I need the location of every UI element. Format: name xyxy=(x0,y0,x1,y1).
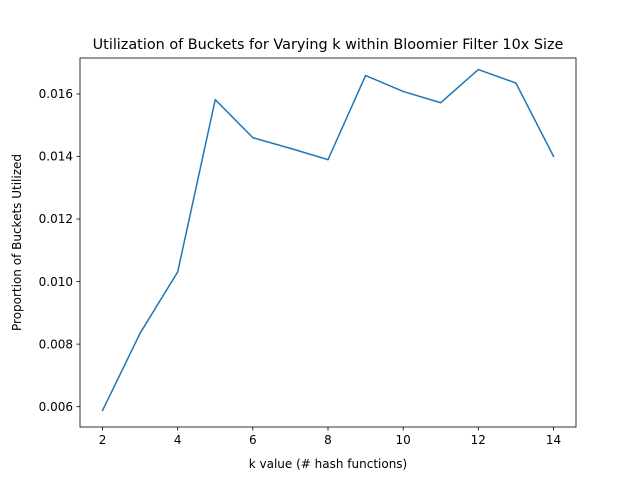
y-axis-label: Proportion of Buckets Utilized xyxy=(10,154,24,331)
data-point xyxy=(139,332,141,334)
x-tick-label: 6 xyxy=(249,433,257,447)
data-point xyxy=(289,147,292,150)
x-tick-label: 14 xyxy=(546,433,561,447)
data-point xyxy=(101,409,104,412)
x-tick-label: 2 xyxy=(99,433,107,447)
y-tick-label: 0.008 xyxy=(39,337,73,351)
y-tick-label: 0.016 xyxy=(39,87,73,101)
data-point xyxy=(176,271,179,273)
data-point xyxy=(552,155,555,157)
series-line xyxy=(101,68,555,412)
data-point xyxy=(364,74,367,77)
x-tick-label: 8 xyxy=(324,433,332,447)
data-point xyxy=(214,98,217,101)
x-axis-label: k value (# hash functions) xyxy=(249,457,408,471)
data-point xyxy=(252,136,254,139)
y-tick-label: 0.012 xyxy=(39,212,73,226)
data-points xyxy=(101,68,555,412)
x-axis: 2 4 6 8 10 12 14 xyxy=(99,427,561,447)
x-tick-label: 10 xyxy=(396,433,411,447)
data-point xyxy=(439,101,442,104)
y-tick-label: 0.006 xyxy=(39,400,73,414)
data-point xyxy=(515,82,517,84)
y-tick-label: 0.014 xyxy=(39,150,73,164)
y-tick-label: 0.010 xyxy=(39,275,73,289)
data-point xyxy=(477,68,480,71)
x-tick-label: 4 xyxy=(174,433,182,447)
chart-title: Utilization of Buckets for Varying k wit… xyxy=(93,37,564,53)
data-point xyxy=(327,158,329,161)
data-point xyxy=(402,90,404,93)
x-tick-label: 12 xyxy=(471,433,486,447)
plot-area-frame xyxy=(79,57,577,428)
y-axis: 0.006 0.008 0.010 0.012 0.014 0.016 xyxy=(39,87,80,414)
